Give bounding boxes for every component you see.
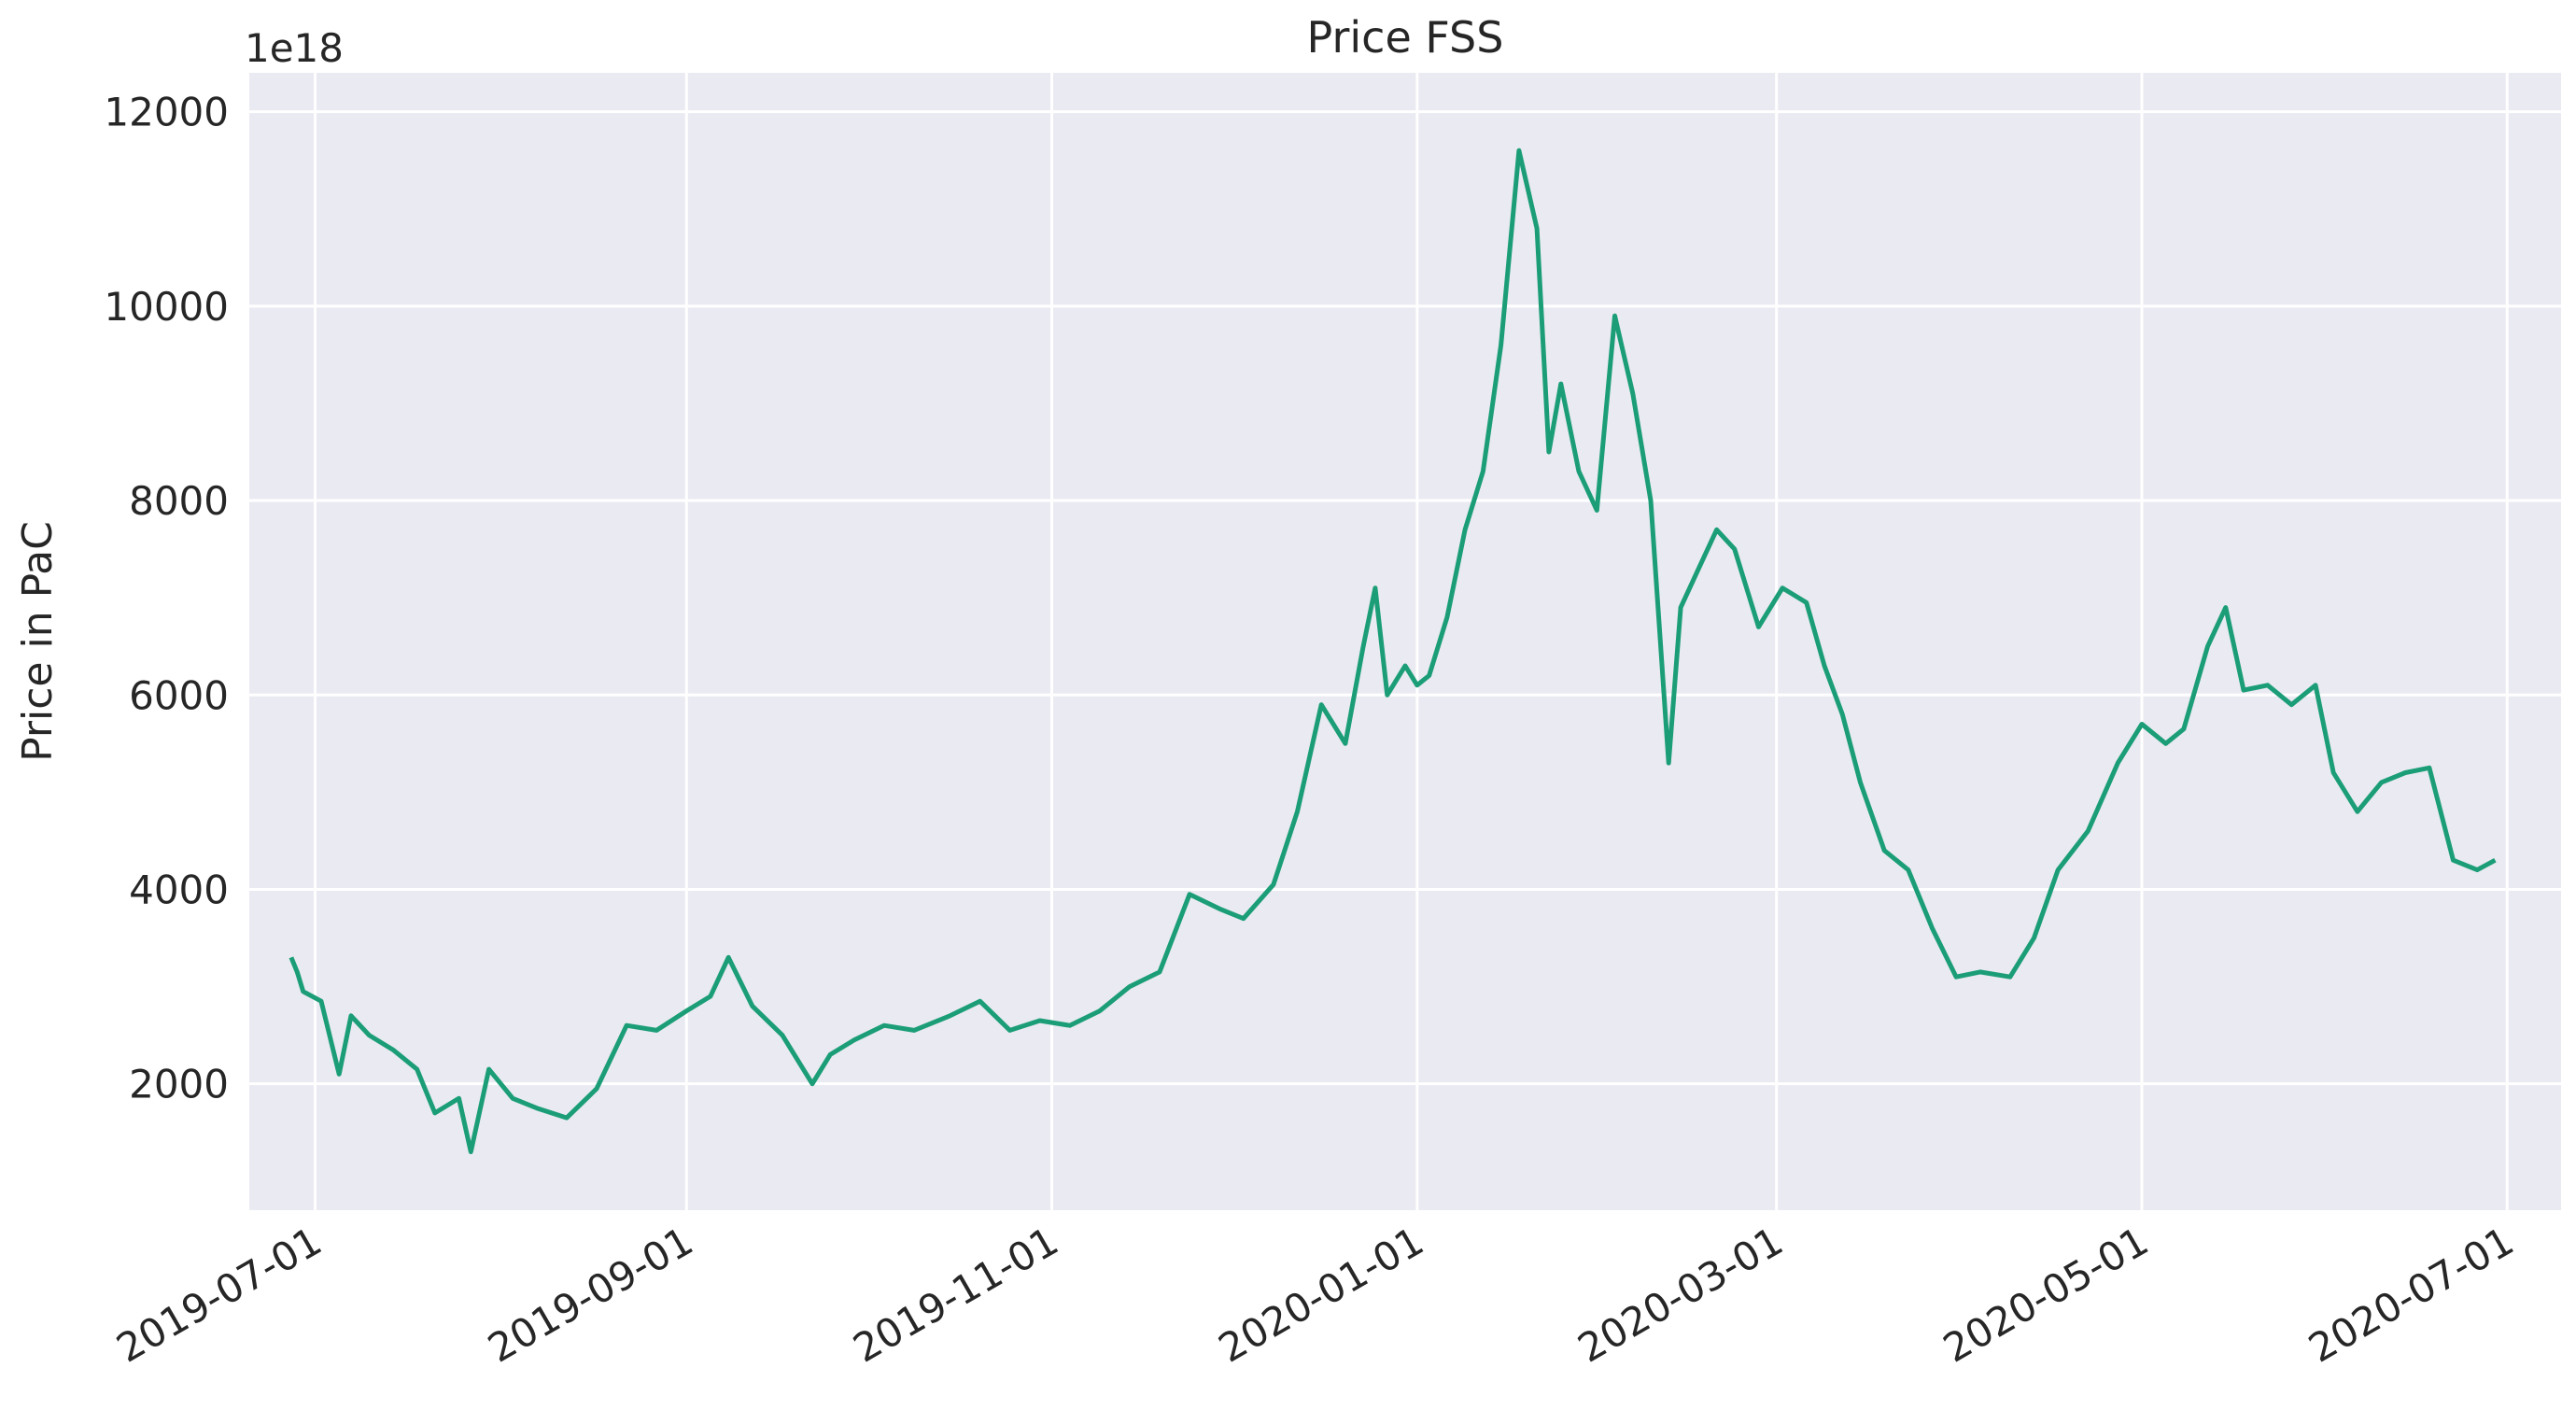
plot-background [249,73,2561,1210]
x-tick-label: 2020-01-01 [1211,1218,1431,1371]
y-axis-label: Price in PaC [14,521,62,762]
y-offset-text: 1e18 [245,25,344,71]
x-tick-label: 2020-07-01 [2301,1218,2521,1371]
y-tick-label: 12000 [104,90,229,135]
y-tick-label: 8000 [129,478,229,524]
y-tick-label: 2000 [129,1062,229,1107]
y-tick-label: 10000 [104,284,229,330]
price-series-line [289,148,2497,1154]
y-gridlines [249,110,2561,1086]
x-tick-label: 2019-07-01 [109,1218,330,1371]
y-tick-label: 4000 [129,867,229,912]
x-tick-label: 2019-11-01 [846,1218,1066,1371]
y-tick-labels: 2000 4000 6000 8000 10000 12000 [104,90,229,1107]
x-tick-label: 2020-05-01 [1936,1218,2156,1371]
chart-title: Price FSS [1307,12,1504,63]
x-tick-labels: 2019-07-01 2019-09-01 2019-11-01 2020-01-01… [109,1218,2522,1371]
x-tick-label: 2020-03-01 [1570,1218,1791,1371]
x-tick-label: 2019-09-01 [480,1218,700,1371]
y-tick-label: 6000 [129,672,229,718]
